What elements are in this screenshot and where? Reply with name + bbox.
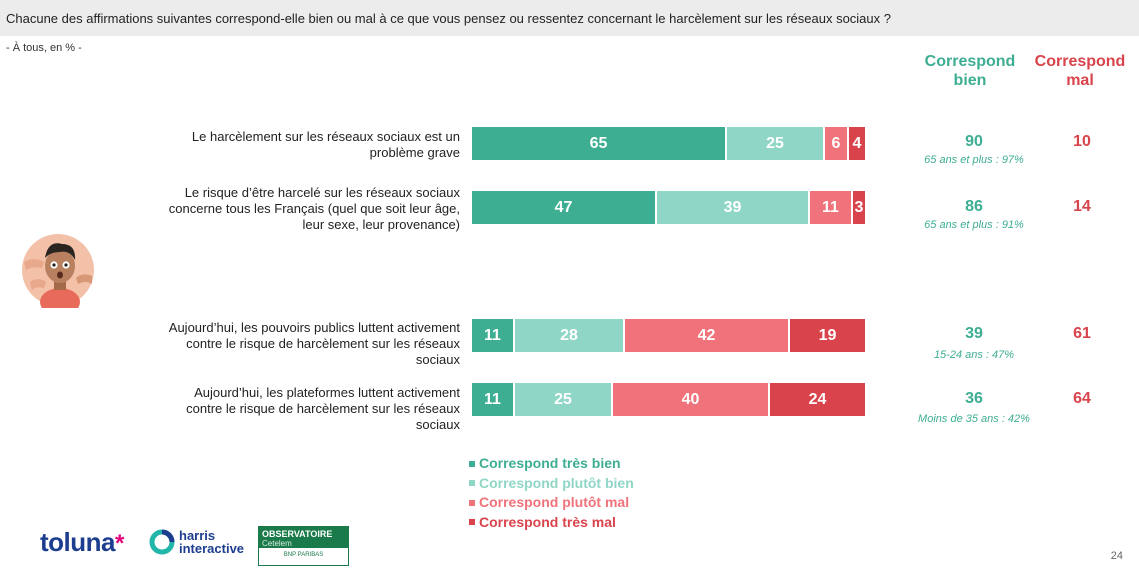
- harris-ring-icon: [149, 529, 175, 555]
- bar-segment-plutot-bien: 28: [515, 319, 625, 352]
- legend-swatch-tres-bien: [469, 460, 475, 467]
- stacked-bar-1: 65 25 6 4: [472, 127, 865, 160]
- bar-segment-plutot-mal: 6: [825, 127, 849, 160]
- observatoire-cetelem-logo: OBSERVATOIRE Cetelem BNP PARIBAS: [258, 526, 349, 566]
- note-4: Moins de 35 ans : 42%: [918, 413, 1030, 425]
- obs-bottom: BNP PARIBAS: [283, 552, 324, 558]
- row-label-3: Aujourd’hui, les pouvoirs publics lutten…: [168, 320, 460, 367]
- toluna-logo: toluna*: [40, 527, 124, 558]
- bar-segment-tres-bien: 65: [472, 127, 727, 160]
- bar-segment-plutot-mal: 11: [810, 191, 853, 224]
- row-label-2: Le risque d’être harcelé sur les réseaux…: [168, 185, 460, 232]
- bar-segment-tres-bien: 11: [472, 319, 515, 352]
- total-mal-3: 61: [1073, 325, 1091, 342]
- bar-segment-tres-mal: 4: [849, 127, 865, 160]
- legend-swatch-tres-mal: [469, 519, 475, 526]
- legend: Correspond très bien Correspond plutôt b…: [469, 454, 634, 532]
- legend-label-plutot-bien: Correspond plutôt bien: [479, 474, 634, 491]
- total-bien-2: 86: [965, 198, 983, 215]
- legend-swatch-plutot-mal: [469, 499, 475, 506]
- bar-segment-tres-mal: 24: [770, 383, 865, 416]
- obs-line1: OBSERVATOIRE: [262, 529, 333, 539]
- legend-swatch-plutot-bien: [469, 480, 475, 487]
- total-mal-2: 14: [1073, 198, 1091, 215]
- legend-item-plutot-bien: Correspond plutôt bien: [469, 474, 634, 494]
- legend-item-tres-mal: Correspond très mal: [469, 513, 634, 533]
- total-bien-4: 36: [965, 390, 983, 407]
- harris-interactive-logo: harris interactive: [148, 528, 244, 556]
- bar-segment-plutot-bien: 39: [657, 191, 810, 224]
- column-header-bien-line2: bien: [953, 72, 987, 89]
- stacked-bar-4: 11 25 40 24: [472, 383, 865, 416]
- question-text: Chacune des affirmations suivantes corre…: [6, 11, 891, 26]
- legend-label-tres-bien: Correspond très bien: [479, 455, 621, 471]
- bar-segment-tres-bien: 11: [472, 383, 515, 416]
- column-header-mal-line1: Correspond: [1034, 53, 1126, 70]
- question-header: Chacune des affirmations suivantes corre…: [0, 0, 1139, 36]
- total-mal-1: 10: [1073, 133, 1091, 150]
- row-label-1: Le harcèlement sur les réseaux sociaux e…: [191, 129, 460, 160]
- stacked-bar-3: 11 28 42 19: [472, 319, 865, 352]
- column-header-mal: Correspond mal: [1026, 52, 1134, 90]
- bar-segment-plutot-bien: 25: [515, 383, 613, 416]
- legend-label-plutot-mal: Correspond plutôt mal: [479, 494, 630, 510]
- harris-line2: interactive: [179, 541, 245, 556]
- harris-line1: harris: [179, 528, 216, 543]
- legend-label-tres-mal: Correspond très mal: [479, 513, 616, 530]
- harassment-illustration-icon: [22, 234, 94, 308]
- column-header-mal-line2: mal: [1066, 72, 1094, 89]
- toluna-star-icon: *: [115, 530, 124, 557]
- legend-item-tres-bien: Correspond très bien: [469, 454, 634, 474]
- note-3: 15-24 ans : 47%: [933, 349, 1015, 361]
- page-number: 24: [1110, 550, 1123, 562]
- total-bien-3: 39: [965, 325, 983, 342]
- note-2: 65 ans et plus : 91%: [924, 219, 1024, 231]
- bar-segment-plutot-mal: 42: [625, 319, 790, 352]
- stacked-bar-2: 47 39 11 3: [472, 191, 865, 224]
- note-1: 65 ans et plus : 97%: [924, 154, 1024, 166]
- total-bien-1: 90: [965, 133, 983, 150]
- bar-segment-tres-mal: 3: [853, 191, 865, 224]
- total-mal-4: 64: [1073, 390, 1091, 407]
- bar-segment-tres-bien: 47: [472, 191, 657, 224]
- obs-line2: Cetelem: [262, 539, 292, 548]
- column-header-bien: Correspond bien: [914, 52, 1026, 90]
- toluna-logo-text: toluna: [40, 527, 116, 557]
- base-note: - À tous, en % -: [6, 42, 82, 54]
- column-header-bien-line1: Correspond: [924, 53, 1016, 70]
- legend-item-plutot-mal: Correspond plutôt mal: [469, 493, 634, 513]
- bar-segment-tres-mal: 19: [790, 319, 865, 352]
- bar-segment-plutot-mal: 40: [613, 383, 770, 416]
- row-label-4: Aujourd’hui, les plateformes luttent act…: [186, 385, 460, 432]
- bar-segment-plutot-bien: 25: [727, 127, 825, 160]
